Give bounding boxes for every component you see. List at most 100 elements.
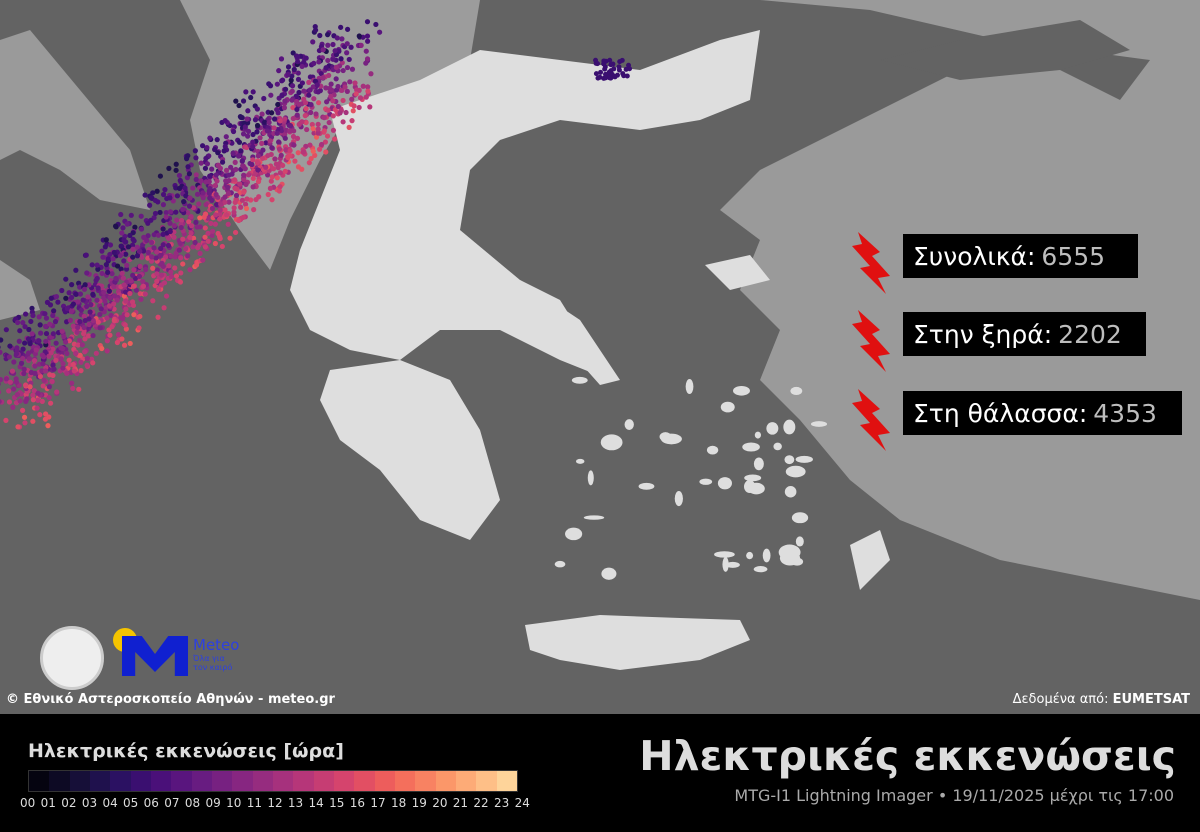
colorbar-swatch (130, 771, 151, 791)
lightning-strike (289, 83, 296, 89)
lightning-strike (278, 56, 285, 62)
lightning-strike (151, 232, 157, 238)
lightning-strike (206, 190, 213, 196)
lightning-strike (42, 368, 49, 374)
colorbar-swatch (232, 771, 253, 791)
lightning-strike (50, 372, 56, 379)
lightning-strike (188, 230, 194, 236)
lightning-strike (60, 360, 66, 367)
lightning-strike (25, 350, 32, 356)
lightning-strike (338, 87, 344, 93)
lightning-strike (58, 356, 64, 362)
lightning-strike (230, 150, 236, 157)
lightning-strike (30, 312, 36, 319)
lightning-strike (167, 220, 173, 226)
lightning-strike (32, 363, 38, 369)
legend-tick: 03 (81, 796, 98, 810)
lightning-strike (340, 67, 346, 74)
lightning-strike (294, 135, 301, 141)
lightning-strike (51, 366, 57, 372)
lightning-strike (277, 184, 283, 190)
lightning-strike (160, 231, 166, 237)
lightning-strike (264, 128, 271, 134)
lightning-strike (106, 327, 112, 333)
lightning-strike (97, 311, 103, 318)
lightning-strike (270, 166, 277, 172)
lightning-strike (184, 156, 190, 162)
lightning-strike (276, 146, 283, 152)
lightning-strike (124, 312, 130, 318)
island (725, 561, 740, 568)
logo-tagline: Όλα για (193, 654, 225, 663)
lightning-strike (602, 75, 608, 81)
lightning-strike (40, 361, 46, 367)
lightning-strike (166, 235, 172, 241)
lightning-strike (232, 159, 238, 165)
lightning-strike (306, 160, 312, 166)
lightning-strike (119, 270, 125, 276)
lightning-strike (194, 191, 201, 197)
legend-tick: 17 (370, 796, 386, 810)
lightning-strike (237, 181, 243, 187)
lightning-strike (250, 157, 256, 163)
lightning-strike (152, 197, 159, 204)
island (784, 455, 795, 465)
legend-tick: 07 (164, 796, 180, 810)
lightning-strike (325, 107, 331, 113)
lightning-strike (77, 284, 83, 290)
lightning-strike (233, 196, 240, 203)
lightning-strike (70, 323, 76, 329)
lightning-strike (200, 143, 206, 149)
lightning-strike (245, 108, 251, 114)
lightning-strike (82, 336, 88, 342)
lightning-strike (345, 26, 351, 32)
legend-tick: 09 (205, 796, 221, 810)
lightning-strike (121, 258, 127, 264)
lightning-strike (101, 290, 107, 296)
lightning-strike (254, 129, 260, 135)
lightning-strike (186, 171, 193, 177)
lightning-strike (267, 83, 274, 89)
lightning-strike (296, 89, 302, 96)
island (773, 442, 782, 451)
lightning-strike (0, 399, 2, 405)
lightning-strike (95, 266, 101, 272)
lightning-strike (61, 333, 67, 340)
lightning-strike (54, 389, 60, 395)
lightning-strike (274, 175, 280, 181)
lightning-strike (232, 229, 239, 236)
lightning-strike (48, 350, 54, 356)
lightning-strike (597, 74, 603, 80)
lightning-strike (84, 303, 90, 309)
lightning-strike (118, 266, 124, 272)
lightning-strike (609, 71, 615, 77)
lightning-strike (180, 261, 186, 267)
lightning-strike (180, 206, 186, 213)
colorbar-swatch (415, 771, 436, 791)
lightning-strike (282, 98, 288, 104)
lightning-strike (254, 106, 260, 112)
lightning-strike (94, 262, 100, 268)
lightning-strike (177, 177, 183, 184)
lightning-strike (250, 89, 256, 95)
lightning-strike (282, 135, 288, 141)
lightning-strike (67, 317, 73, 323)
lightning-strike (30, 392, 36, 398)
lightning-strike (77, 352, 83, 358)
lightning-strike (320, 47, 326, 53)
lightning-strike (157, 209, 163, 216)
lightning-strike (11, 386, 17, 392)
lightning-strike (51, 308, 57, 314)
lightning-strike (295, 150, 301, 156)
lightning-strike (209, 232, 215, 239)
lightning-strike (84, 270, 90, 276)
lightning-strike (155, 314, 161, 320)
lightning-strike (283, 147, 289, 153)
lightning-strike (333, 76, 339, 82)
lightning-strike (349, 118, 355, 124)
lightning-strike (221, 148, 227, 154)
lightning-strike (37, 412, 43, 418)
stat-value: 6555 (1041, 241, 1106, 271)
island (685, 379, 694, 395)
lightning-strike (299, 63, 305, 70)
